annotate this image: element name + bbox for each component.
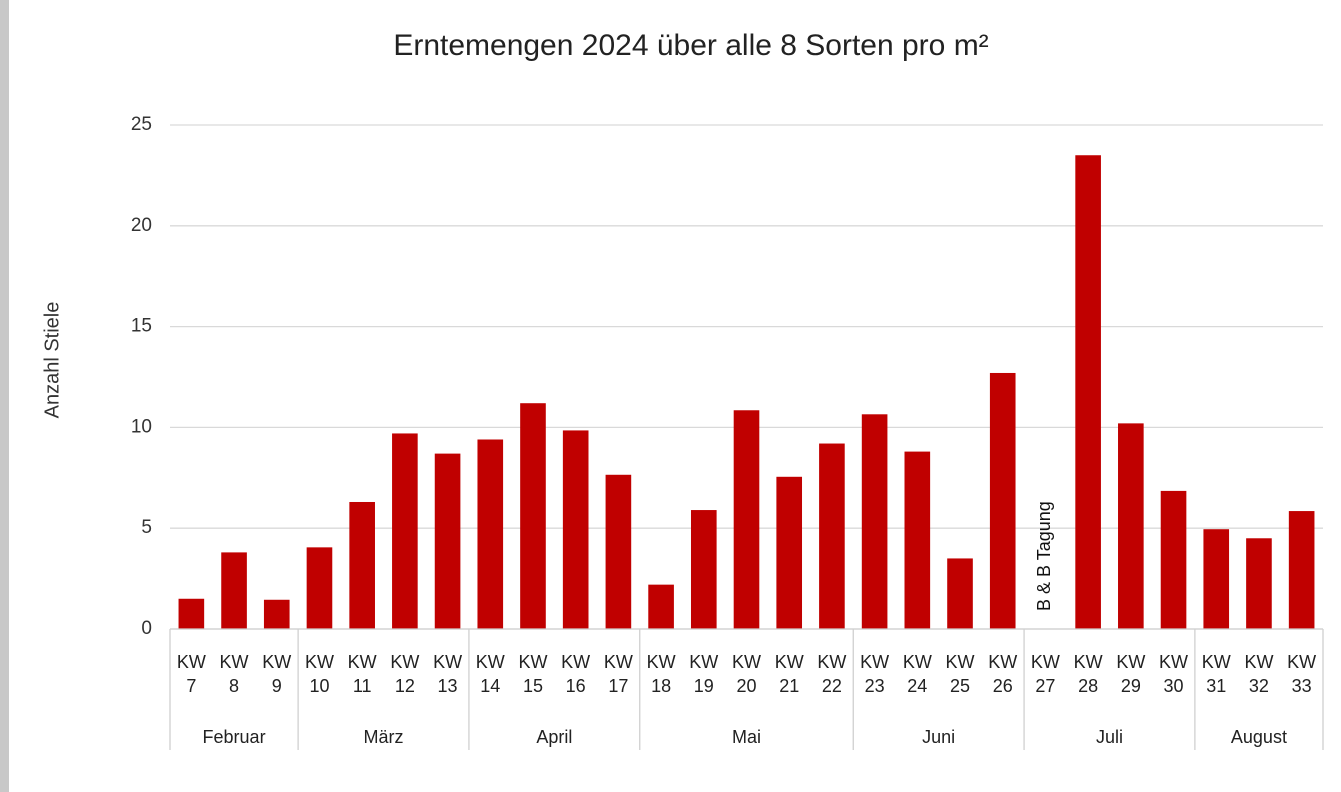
bar [1160, 490, 1187, 629]
group-label: August [1230, 727, 1287, 747]
bar [392, 433, 418, 629]
x-tick-label: KW 32 [1244, 652, 1274, 696]
x-tick-label: KW 23 [860, 652, 890, 696]
x-tick-label: KW 17 [603, 652, 633, 696]
bar [690, 510, 717, 629]
group-label: April [536, 727, 573, 747]
bar [263, 599, 290, 629]
x-tick-label: KW 16 [561, 652, 591, 696]
bar [221, 552, 247, 629]
bar [306, 547, 333, 629]
y-tick-label: 10 [131, 416, 152, 437]
x-tick-label: KW 11 [347, 652, 377, 696]
bar [1075, 155, 1101, 630]
bar [861, 414, 888, 629]
chart: Erntemengen 2024 über alle 8 Sorten pro … [41, 29, 1324, 750]
x-tick-label: KW 19 [689, 652, 719, 696]
bar [434, 453, 461, 629]
x-tick-label: KW 8 [219, 652, 249, 696]
x-tick-label: KW 15 [518, 652, 548, 696]
x-tick-label: KW 22 [817, 652, 847, 696]
x-tick-label: KW 18 [646, 652, 676, 696]
group-label: März [363, 727, 404, 747]
x-tick-label: KW 21 [774, 652, 804, 696]
group-label: Mai [731, 727, 761, 747]
x-tick-label: KW 26 [988, 652, 1018, 696]
x-tick-label: KW 14 [475, 652, 505, 696]
x-tick-label: KW 25 [945, 652, 975, 696]
x-tick-label: KW 33 [1287, 652, 1317, 696]
bar [1118, 423, 1144, 629]
x-tick-label: KW 28 [1073, 652, 1103, 696]
bar [904, 451, 931, 629]
x-tick-label: KW 30 [1159, 652, 1189, 696]
x-tick-label: KW 24 [902, 652, 932, 696]
x-tick-label: KW 31 [1201, 652, 1231, 696]
y-axis-label: Anzahl Stiele [41, 302, 63, 419]
bar [819, 443, 845, 629]
bar [605, 474, 632, 629]
group-label: Juli [1095, 727, 1123, 747]
bar [178, 598, 205, 629]
x-tick-label: KW 10 [304, 652, 334, 696]
bar [477, 439, 504, 629]
x-tick-label: KW 12 [390, 652, 420, 696]
y-tick-label: 25 [131, 114, 152, 135]
bar [989, 372, 1016, 629]
x-tick-label: KW 7 [176, 652, 206, 696]
x-tick-label: KW 29 [1116, 652, 1146, 696]
bar [349, 501, 375, 629]
y-tick-label: 20 [131, 215, 152, 236]
x-tick-label: KW 20 [732, 652, 761, 696]
x-tick-label: KW 27 [1030, 652, 1060, 696]
y-tick-label: 15 [131, 316, 152, 337]
x-tick-label: KW 9 [262, 652, 292, 696]
bar [733, 410, 760, 629]
bar [1246, 538, 1272, 629]
group-label: Juni [922, 727, 956, 747]
y-tick-label: 5 [141, 517, 152, 538]
bar [1203, 529, 1230, 629]
y-tick-label: 0 [141, 618, 152, 639]
bar [562, 430, 589, 629]
bar [947, 558, 973, 629]
chart-title: Erntemengen 2024 über alle 8 Sorten pro … [393, 29, 988, 62]
group-label: Februar [202, 727, 266, 747]
x-tick-label: KW 13 [433, 652, 463, 696]
bar [776, 476, 803, 629]
annotation: B & B Tagung [1034, 501, 1054, 611]
bar [520, 403, 546, 629]
bar [1288, 511, 1315, 629]
bar [648, 584, 674, 629]
